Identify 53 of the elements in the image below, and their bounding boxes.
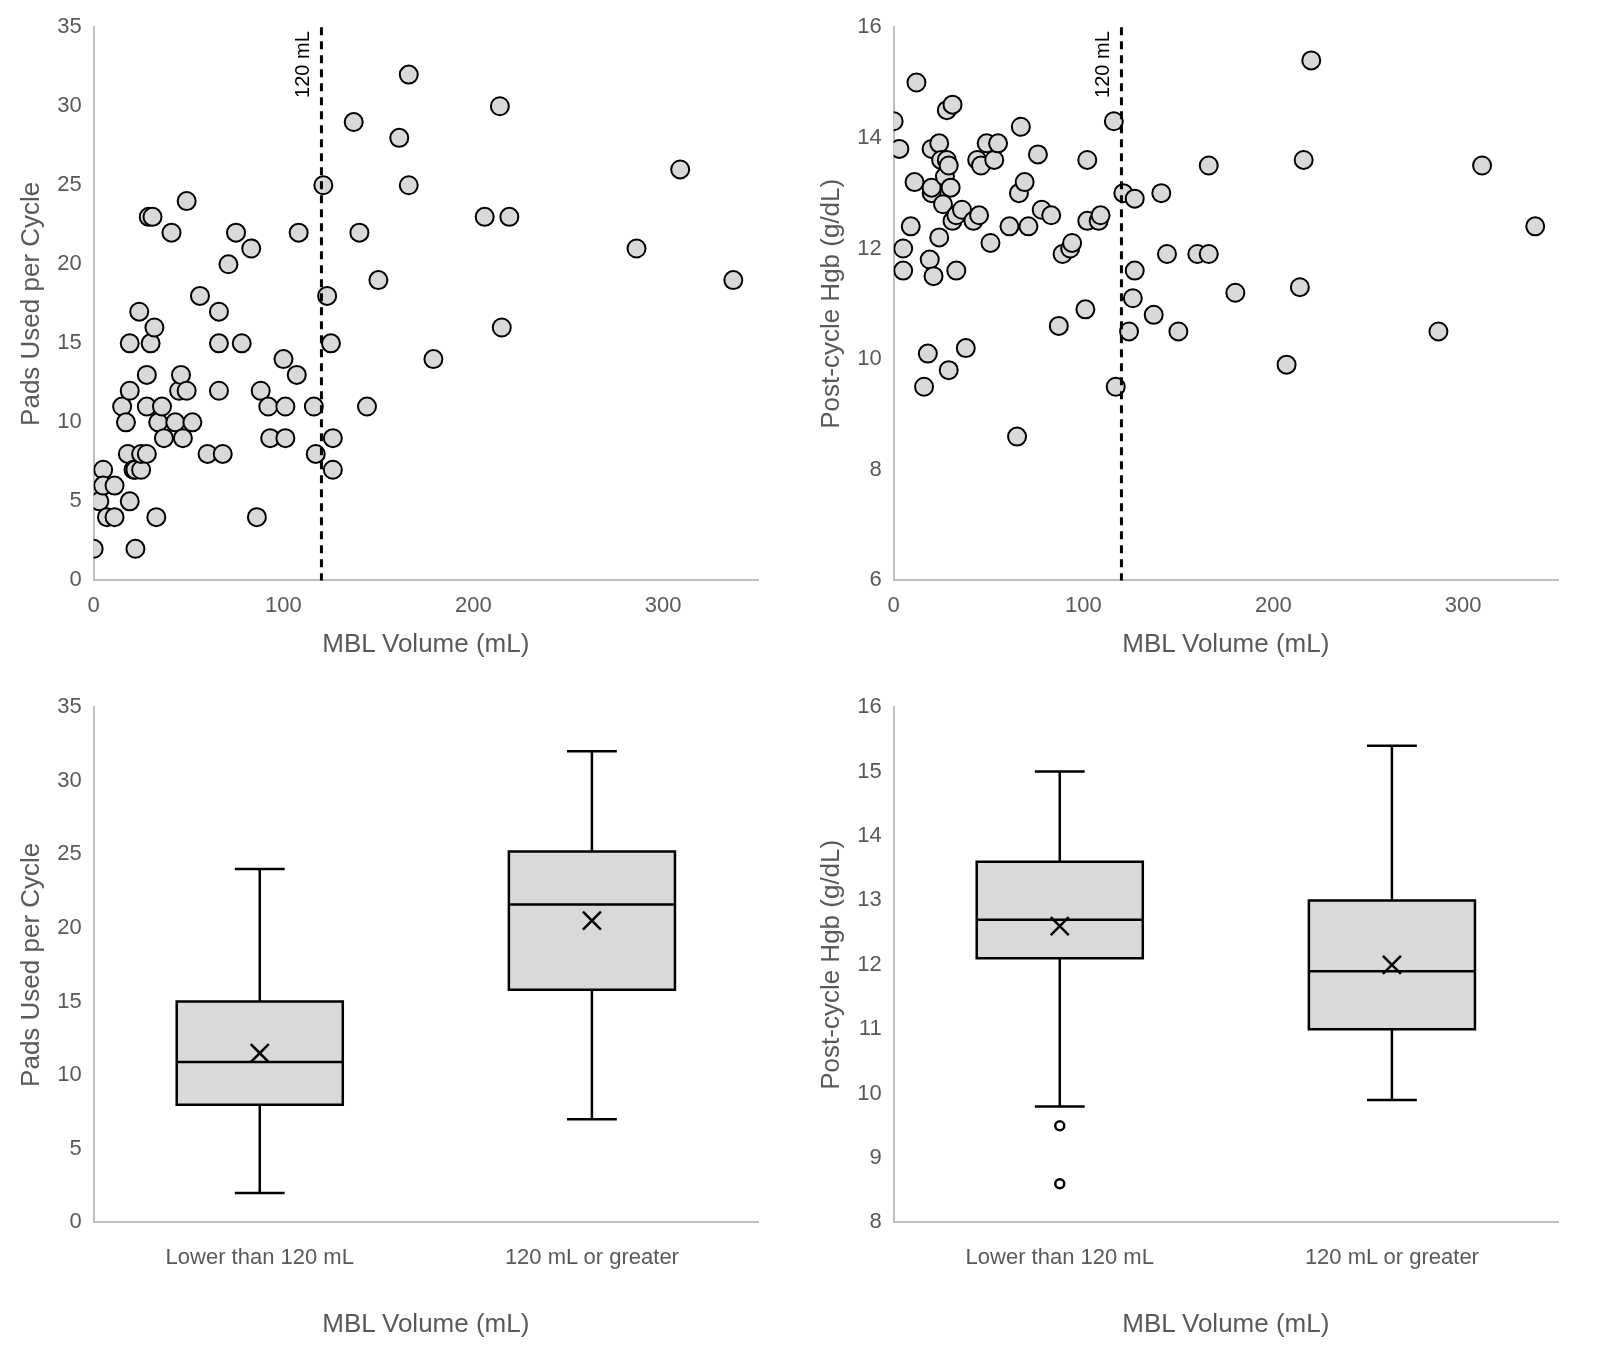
y-tick-label: 9	[869, 1144, 882, 1170]
y-tick-label: 13	[857, 886, 882, 912]
x-tick-label: Lower than 120 mL	[165, 1243, 354, 1269]
y-tick-label: 10	[857, 345, 882, 371]
x-tick-label: 120 mL or greater	[1304, 1243, 1479, 1269]
y-tick-label: 30	[57, 92, 82, 118]
x-axis-title: MBL Volume (mL)	[322, 1307, 530, 1338]
y-tick-label: 30	[57, 766, 82, 792]
y-tick-label: 15	[57, 987, 82, 1013]
y-tick-label: 15	[57, 329, 82, 355]
x-tick-label: 200	[1254, 591, 1292, 617]
y-tick-label: 8	[869, 1208, 882, 1234]
x-tick-label: 0	[87, 591, 100, 617]
x-tick-label: Lower than 120 mL	[965, 1243, 1154, 1269]
y-tick-label: 16	[857, 693, 882, 719]
x-axis-title: MBL Volume (mL)	[1122, 627, 1330, 658]
y-tick-label: 25	[57, 840, 82, 866]
ref-line-label: 120 mL	[1090, 31, 1113, 98]
y-tick-label: 0	[69, 566, 82, 592]
y-tick-label: 5	[69, 1134, 82, 1160]
x-tick-label: 300	[1444, 591, 1482, 617]
y-tick-label: 10	[57, 408, 82, 434]
y-tick-label: 20	[57, 914, 82, 940]
y-tick-label: 12	[857, 234, 882, 260]
x-tick-label: 100	[265, 591, 302, 617]
y-axis-title: Pads Used per Cycle	[14, 181, 45, 426]
y-tick-label: 20	[57, 250, 82, 276]
y-tick-label: 35	[57, 13, 82, 39]
y-tick-label: 0	[69, 1208, 82, 1234]
y-tick-label: 8	[869, 455, 882, 481]
y-tick-label: 11	[858, 1015, 882, 1041]
y-axis-title: Post-cycle Hgb (g/dL)	[814, 839, 845, 1090]
y-axis-title: Post-cycle Hgb (g/dL)	[814, 178, 845, 429]
y-tick-label: 16	[857, 13, 882, 39]
x-tick-label: 300	[644, 591, 682, 617]
y-tick-label: 15	[857, 757, 882, 783]
y-tick-label: 10	[857, 1079, 882, 1105]
y-tick-label: 35	[57, 693, 82, 719]
y-tick-label: 14	[857, 822, 882, 848]
x-tick-label: 200	[454, 591, 492, 617]
y-tick-label: 25	[57, 171, 82, 197]
y-tick-label: 5	[69, 487, 82, 513]
x-axis-title: MBL Volume (mL)	[1122, 1307, 1330, 1338]
y-tick-label: 14	[857, 123, 882, 149]
ref-line-label: 120 mL	[290, 31, 313, 98]
x-tick-label: 120 mL or greater	[504, 1243, 679, 1269]
x-tick-label: 0	[887, 591, 900, 617]
y-axis-title: Pads Used per Cycle	[14, 842, 45, 1087]
y-tick-label: 10	[57, 1061, 82, 1087]
y-tick-label: 6	[869, 566, 882, 592]
x-tick-label: 100	[1065, 591, 1102, 617]
x-axis-title: MBL Volume (mL)	[322, 627, 530, 658]
y-tick-label: 12	[857, 950, 882, 976]
